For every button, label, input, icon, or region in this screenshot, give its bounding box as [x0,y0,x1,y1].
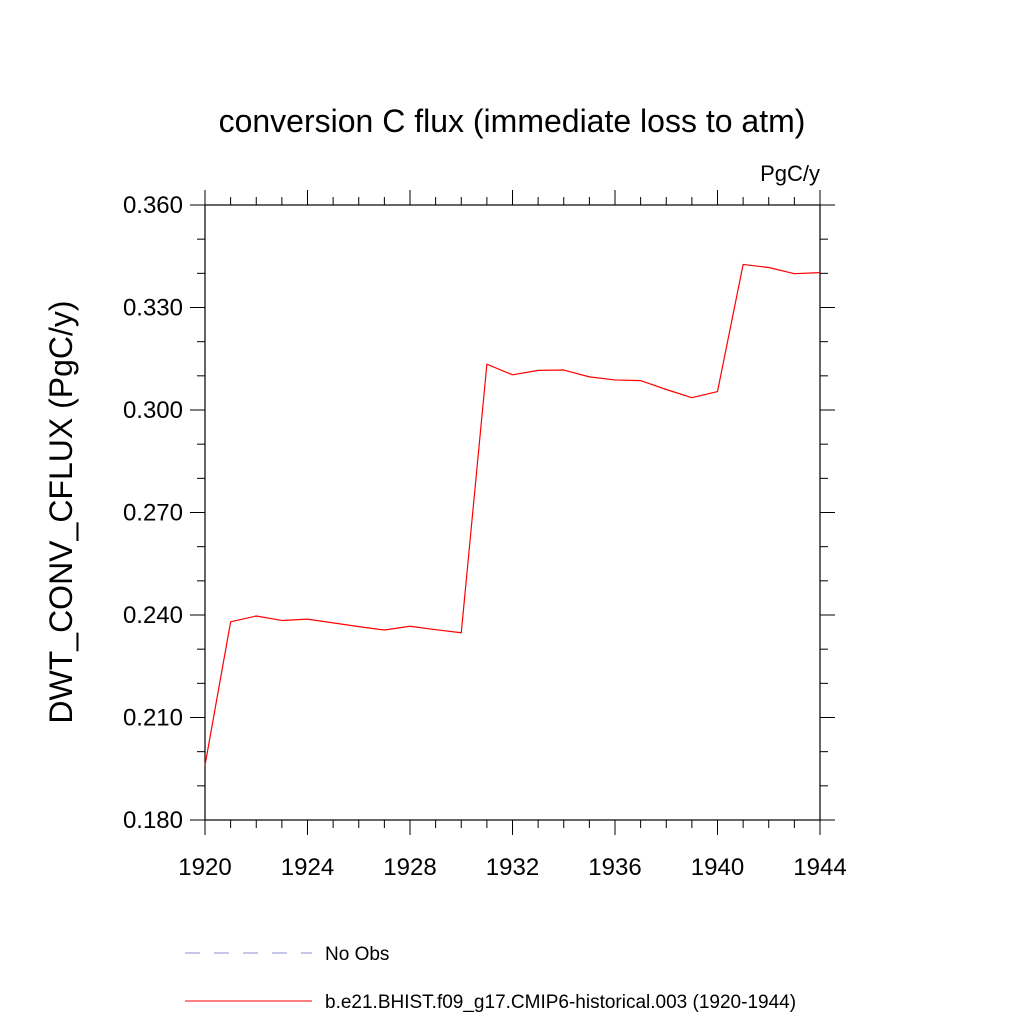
x-tick-label: 1928 [383,854,436,881]
axis-tick-labels: 1920 1924 1928 1932 1936 1940 1944 0.180 0.210 0.… [123,192,847,881]
plot-frame [204,204,821,821]
y-tick-label: 0.300 [123,397,183,424]
y-tick-label: 0.330 [123,295,183,322]
y-tick-label: 0.240 [123,602,183,629]
x-tick-label: 1932 [486,854,539,881]
legend-label: b.e21.BHIST.f09_g17.CMIP6-historical.003… [325,992,796,1013]
series-group [204,263,821,766]
units-label: PgC/y [760,161,820,186]
y-tick-label: 0.210 [123,705,183,732]
y-axis-label: DWT_CONV_CFLUX (PgC/y) [43,300,79,723]
y-tick-label: 0.360 [123,192,183,219]
series-line [204,263,821,766]
x-tick-label: 1944 [793,854,846,881]
legend: No Obs b.e21.BHIST.f09_g17.CMIP6-historic… [185,944,796,1013]
chart-title: conversion C flux (immediate loss to atm… [219,103,806,139]
legend-label: No Obs [325,944,389,965]
y-tick-label: 0.180 [123,807,183,834]
x-tick-label: 1936 [588,854,641,881]
x-tick-label: 1940 [691,854,744,881]
x-tick-label: 1920 [178,854,231,881]
axis-ticks [190,190,835,835]
x-tick-label: 1924 [281,854,334,881]
y-tick-label: 0.270 [123,500,183,527]
